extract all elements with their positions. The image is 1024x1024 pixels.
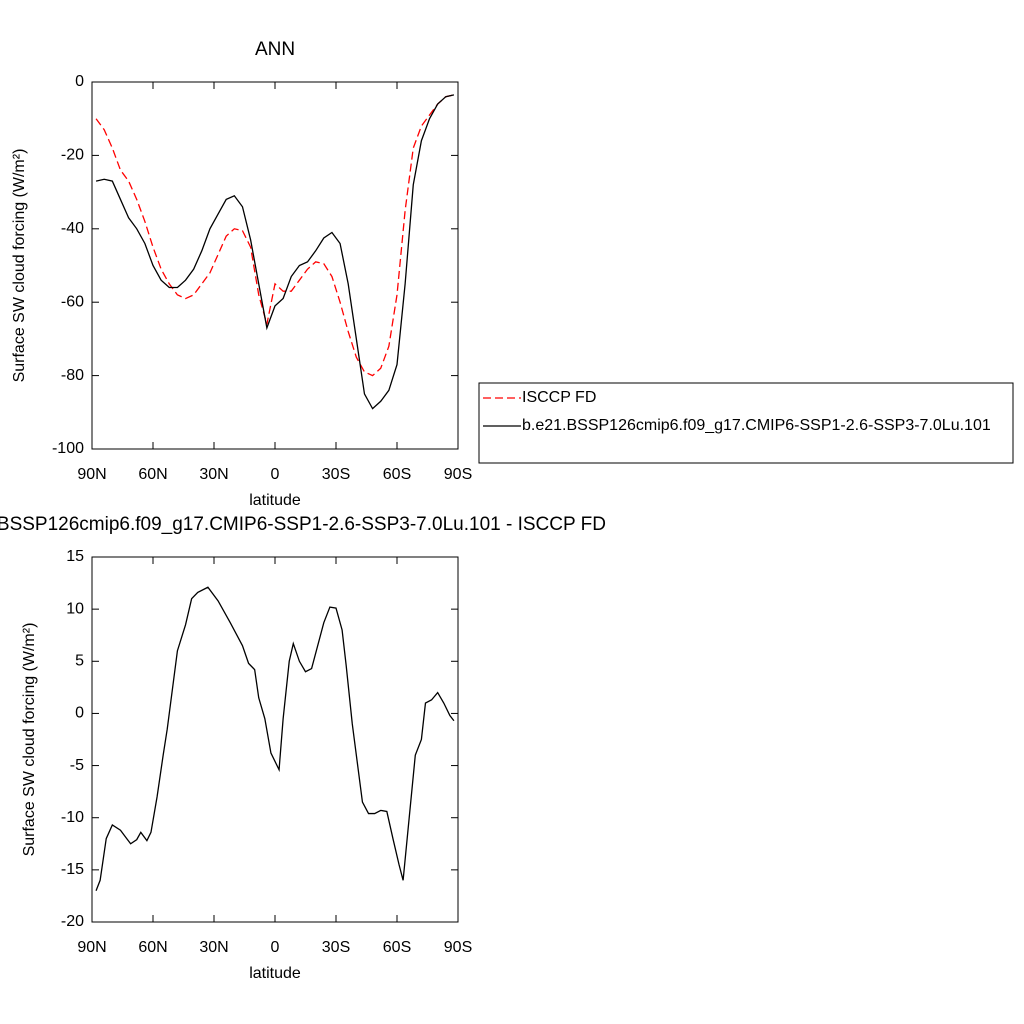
legend-label: b.e21.BSSP126cmip6.f09_g17.CMIP6-SSP1-2.… bbox=[522, 417, 991, 434]
y-axis-label: Surface SW cloud forcing (W/m²) bbox=[21, 623, 38, 857]
plot-frame bbox=[91, 81, 459, 450]
y-tick-label: -40 bbox=[61, 220, 84, 237]
chart-title: ANN bbox=[255, 39, 295, 60]
x-tick-label: 60S bbox=[383, 466, 411, 483]
y-tick-label: -60 bbox=[61, 293, 84, 310]
y-tick-label: -20 bbox=[61, 913, 84, 930]
y-tick-label: -5 bbox=[70, 757, 84, 774]
y-tick-label: -10 bbox=[61, 809, 84, 826]
x-tick-label: 60N bbox=[138, 939, 167, 956]
y-tick-label: 10 bbox=[66, 600, 84, 617]
y-tick-label: 0 bbox=[75, 705, 84, 722]
x-tick-label: 30S bbox=[322, 939, 350, 956]
y-tick-label: 5 bbox=[75, 653, 84, 670]
legend-box bbox=[478, 382, 1014, 464]
x-tick-label: 60N bbox=[138, 466, 167, 483]
x-tick-label: 30S bbox=[322, 466, 350, 483]
x-tick-label: 90N bbox=[77, 466, 106, 483]
x-tick-label: 0 bbox=[271, 939, 280, 956]
x-tick-label: 90N bbox=[77, 939, 106, 956]
x-tick-label: 30N bbox=[199, 466, 228, 483]
x-tick-label: 90S bbox=[444, 939, 472, 956]
y-tick-label: -20 bbox=[61, 147, 84, 164]
x-axis-label: latitude bbox=[249, 492, 301, 509]
plot-frame bbox=[91, 556, 459, 923]
x-tick-label: 90S bbox=[444, 466, 472, 483]
y-tick-label: 0 bbox=[75, 73, 84, 90]
chart-title: b.e21.BSSP126cmip6.f09_g17.CMIP6-SSP1-2.… bbox=[0, 514, 606, 535]
y-tick-label: -15 bbox=[61, 861, 84, 878]
y-tick-label: -100 bbox=[52, 440, 84, 457]
y-tick-label: 15 bbox=[66, 548, 84, 565]
y-tick-label: -80 bbox=[61, 367, 84, 384]
x-axis-label: latitude bbox=[249, 965, 301, 982]
legend-label: ISCCP FD bbox=[522, 389, 596, 406]
x-tick-label: 0 bbox=[271, 466, 280, 483]
data-line bbox=[95, 94, 455, 410]
y-axis-label: Surface SW cloud forcing (W/m²) bbox=[11, 149, 28, 383]
x-tick-label: 30N bbox=[199, 939, 228, 956]
data-line bbox=[95, 94, 455, 377]
x-tick-label: 60S bbox=[383, 939, 411, 956]
data-line bbox=[95, 586, 455, 891]
